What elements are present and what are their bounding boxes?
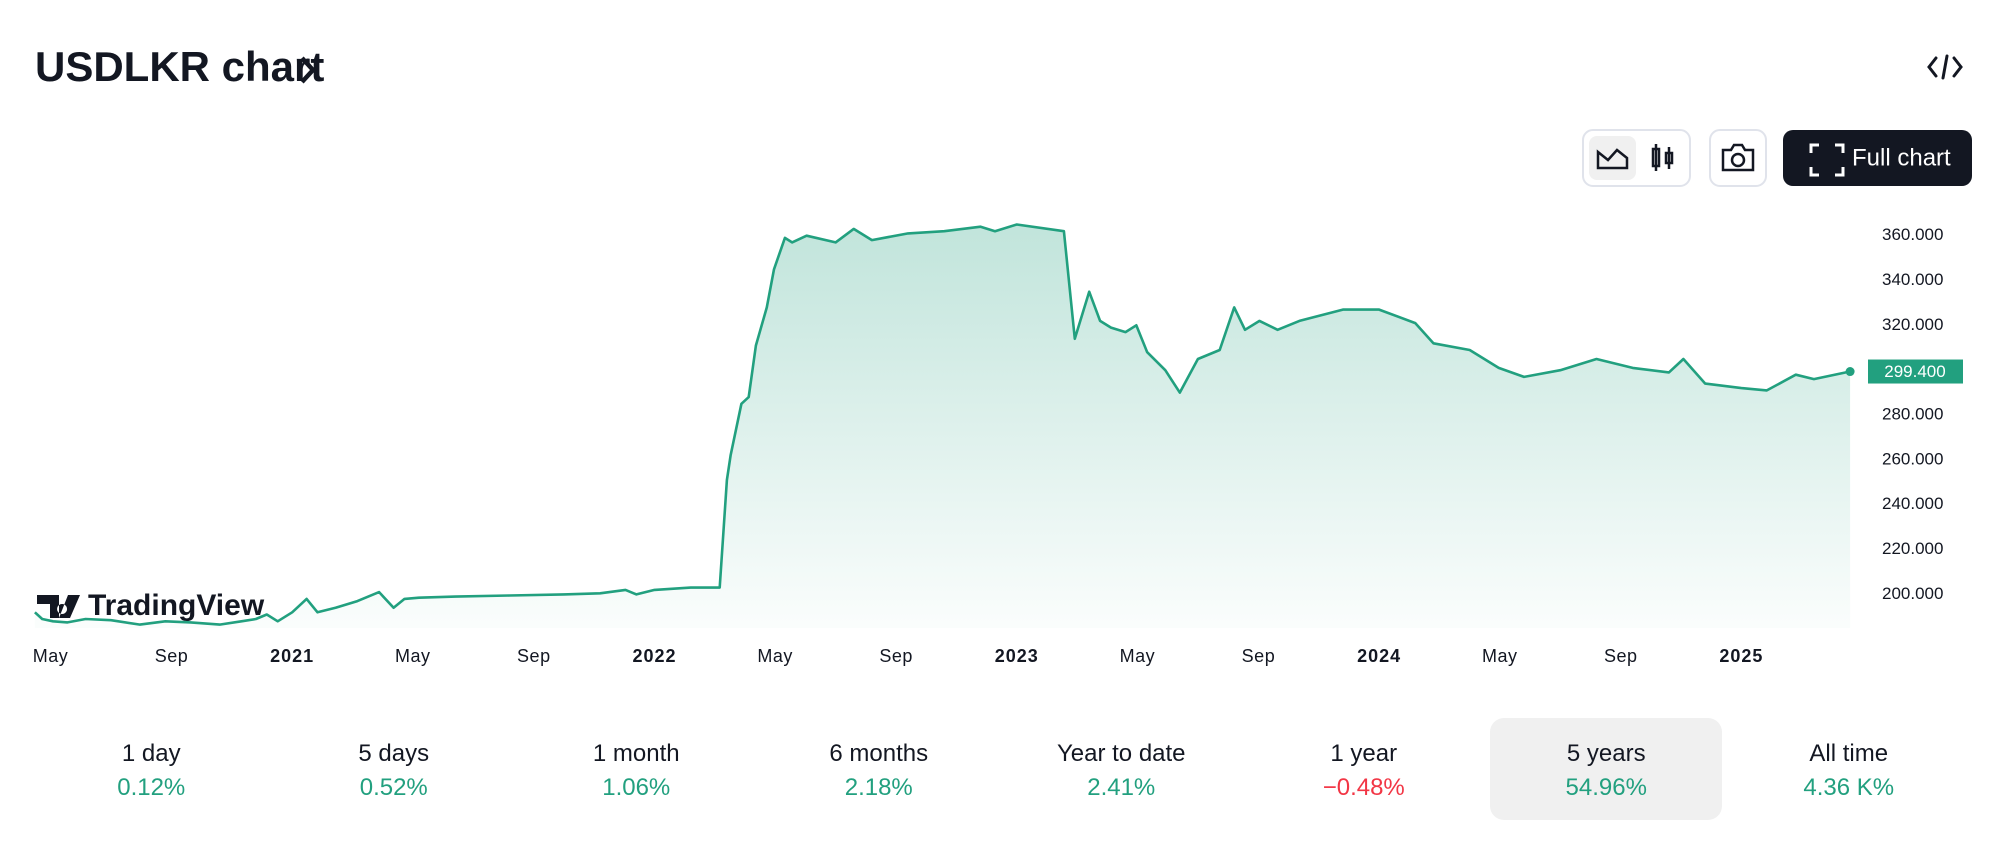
period-button[interactable]: All time 4.36 K%: [1733, 718, 1965, 820]
period-change: 1.06%: [602, 774, 671, 801]
tradingview-logo: TradingView: [37, 589, 265, 622]
period-button[interactable]: Year to date 2.41%: [1005, 718, 1237, 820]
period-button[interactable]: 5 years 54.96%: [1490, 718, 1723, 820]
y-tick-label: 360.000: [1882, 225, 1943, 244]
period-change: −0.48%: [1322, 774, 1405, 801]
camera-icon: [1721, 143, 1755, 172]
period-change: 0.52%: [359, 774, 428, 801]
line-chart-button[interactable]: [1589, 136, 1636, 180]
y-tick-label: 320.000: [1882, 315, 1943, 334]
x-tick-label: Sep: [517, 646, 551, 666]
y-tick-label: 200.000: [1882, 584, 1943, 603]
period-button[interactable]: 1 year −0.48%: [1248, 718, 1480, 820]
last-price-tag: [1868, 359, 1963, 384]
x-tick-label: 2023: [995, 646, 1039, 666]
watermark: TradingView: [88, 589, 265, 622]
period-button[interactable]: 5 days 0.52%: [278, 718, 510, 820]
chart-title[interactable]: USDLKR chart: [35, 43, 324, 90]
x-tick-label: Sep: [155, 646, 189, 666]
period-label: 5 years: [1566, 740, 1646, 767]
x-tick-label: 2024: [1357, 646, 1401, 666]
period-button[interactable]: 1 month 1.06%: [520, 718, 752, 820]
period-label: Year to date: [1056, 740, 1186, 767]
title-arrow[interactable]: [300, 56, 317, 84]
period-label: 1 year: [1330, 740, 1398, 767]
snapshot-button[interactable]: [1709, 129, 1767, 187]
period-label: 1 month: [592, 740, 680, 767]
area-fill: [34, 224, 1851, 628]
period-change: 54.96%: [1565, 774, 1647, 801]
x-tick-label: 2021: [270, 646, 314, 666]
y-tick-label: 340.000: [1882, 270, 1943, 289]
fullscreen-icon: [1809, 143, 1845, 177]
period-change: 4.36 K%: [1803, 774, 1895, 801]
last-price-label: 299.400: [1884, 362, 1945, 381]
x-tick-label: Sep: [879, 646, 913, 666]
x-tick-label: May: [1482, 646, 1518, 666]
x-tick-label: May: [757, 646, 793, 666]
y-tick-label: 280.000: [1882, 405, 1943, 424]
line-chart-icon: [1596, 148, 1629, 170]
period-change: 0.12%: [117, 774, 186, 801]
y-tick-label: 240.000: [1882, 494, 1943, 513]
period-label: 6 months: [829, 740, 929, 767]
period-label: 5 days: [358, 740, 430, 767]
chart: USDLKR chart Full chart 200.000 220.000 24…: [33, 43, 1972, 666]
x-tick-label: 2025: [1719, 646, 1763, 666]
x-tick-label: Sep: [1604, 646, 1638, 666]
price-line: [34, 223, 1851, 626]
period-change: 2.41%: [1087, 774, 1156, 801]
period-label: All time: [1809, 740, 1889, 767]
x-tick-label: Sep: [1242, 646, 1276, 666]
y-tick-label: 260.000: [1882, 449, 1943, 468]
embed-icon[interactable]: [1927, 54, 1963, 80]
period-change: 2.18%: [844, 774, 913, 801]
period-label: 1 day: [121, 740, 181, 767]
y-tick-label: 220.000: [1882, 539, 1943, 558]
x-tick-label: May: [1120, 646, 1156, 666]
candle-chart-button[interactable]: [1651, 144, 1674, 171]
period-performance: 1 day 0.12% 5 days 0.52% 1 month 1.06% 6 month…: [30, 718, 1970, 820]
x-tick-label: May: [33, 646, 69, 666]
x-tick-label: May: [395, 646, 431, 666]
x-tick-label: 2022: [632, 646, 676, 666]
full-chart-button[interactable]: [1783, 130, 1972, 186]
period-button[interactable]: 6 months 2.18%: [763, 718, 995, 820]
period-button[interactable]: 1 day 0.12%: [35, 718, 267, 820]
last-point: [1845, 367, 1855, 377]
full-chart-label[interactable]: Full chart: [1852, 144, 1951, 171]
